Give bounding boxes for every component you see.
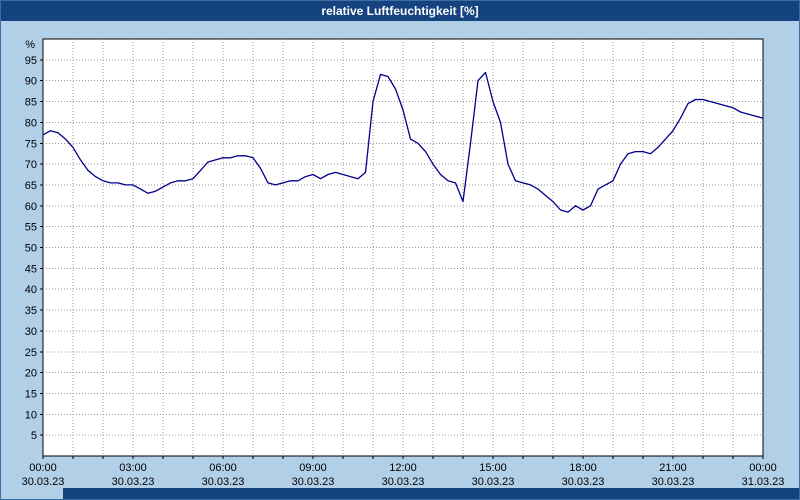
x-tick-time: 06:00 (209, 462, 237, 474)
x-tick-time: 00:00 (29, 462, 57, 474)
y-tick-label: 60 (25, 201, 37, 213)
x-tick-date: 30.03.23 (292, 476, 335, 488)
y-tick-label: 5 (31, 430, 37, 442)
x-tick-time: 21:00 (659, 462, 687, 474)
x-tick-date: 30.03.23 (202, 476, 245, 488)
humidity-line-chart: 5 10 15 20 25 30 35 40 45 50 55 60 65 70 75 80 85 90 95% 00… (22, 38, 785, 488)
titlebar: relative Luftfeuchtigkeit [%] (1, 1, 799, 21)
y-tick-label: 25 (25, 347, 37, 359)
x-tick-date: 30.03.23 (112, 476, 155, 488)
x-tick-date: 30.03.23 (652, 476, 695, 488)
x-tick-time: 12:00 (389, 462, 417, 474)
y-tick-label: 30 (25, 326, 37, 338)
y-tick-label: 10 (25, 409, 37, 421)
x-tick-time: 03:00 (119, 462, 147, 474)
y-tick-label: 80 (25, 117, 37, 129)
chart-area: 5 10 15 20 25 30 35 40 45 50 55 60 65 70 75 80 85 90 95% 00… (1, 21, 799, 489)
y-tick-label: 90 (25, 76, 37, 88)
y-tick-label: 85 (25, 97, 37, 109)
x-tick-time: 00:00 (749, 462, 777, 474)
y-tick-label: 15 (25, 388, 37, 400)
y-tick-label: 65 (25, 180, 37, 192)
y-tick-label: 40 (25, 284, 37, 296)
x-tick-date: 31.03.23 (742, 476, 785, 488)
y-tick-label: 95 (25, 55, 37, 67)
x-tick-time: 09:00 (299, 462, 327, 474)
x-tick-date: 30.03.23 (562, 476, 605, 488)
bottom-bar (63, 488, 799, 499)
y-tick-label: 45 (25, 263, 37, 275)
y-tick-label: 20 (25, 368, 37, 380)
x-tick-date: 30.03.23 (22, 476, 65, 488)
x-tick-time: 18:00 (569, 462, 597, 474)
y-tick-label: 70 (25, 159, 37, 171)
y-tick-label: 35 (25, 305, 37, 317)
y-tick-label: 75 (25, 138, 37, 150)
series-line-relative-Luftfeuchtigkeit (42, 71, 764, 213)
x-tick-date: 30.03.23 (382, 476, 425, 488)
x-tick-date: 30.03.23 (472, 476, 515, 488)
y-axis-unit: % (25, 39, 35, 51)
y-tick-label: 55 (25, 222, 37, 234)
chart-title: relative Luftfeuchtigkeit [%] (321, 4, 479, 18)
x-tick-time: 15:00 (479, 462, 507, 474)
y-tick-label: 50 (25, 243, 37, 255)
